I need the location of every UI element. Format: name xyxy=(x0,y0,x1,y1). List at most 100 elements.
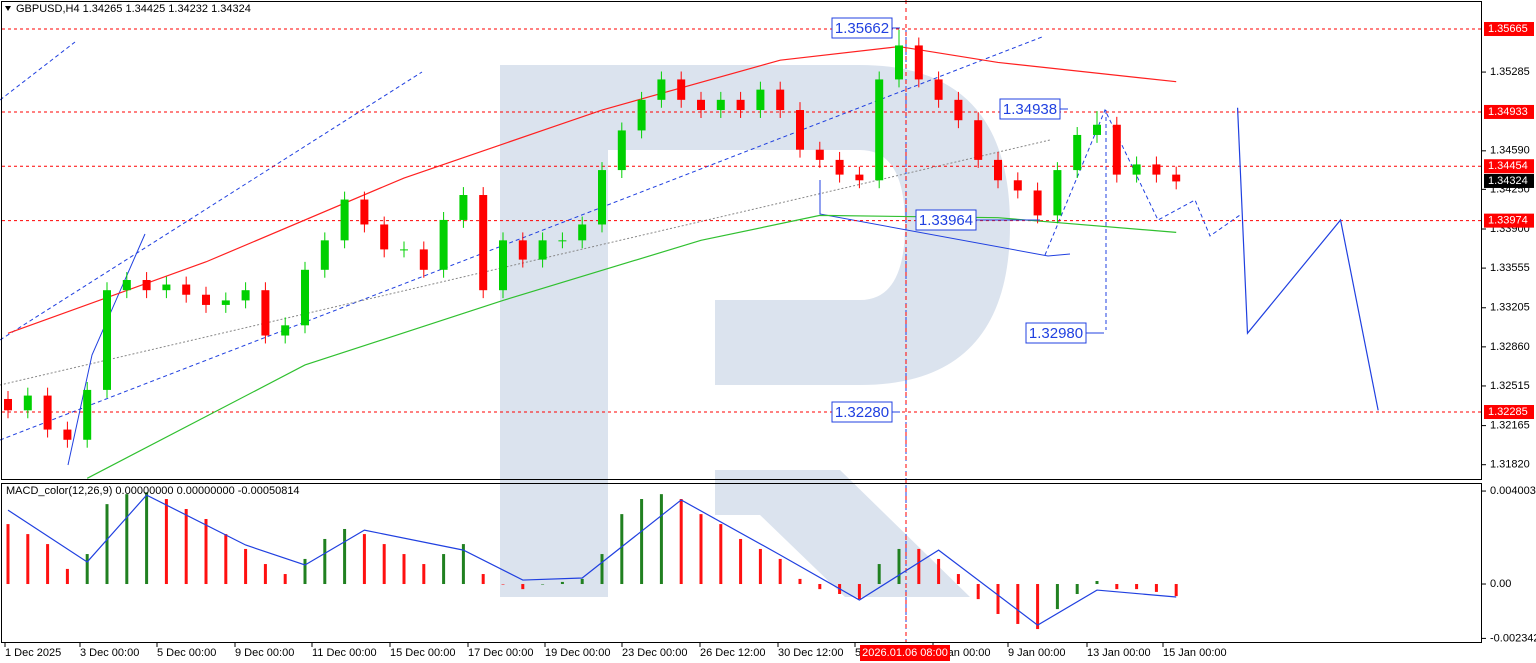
candle-body xyxy=(4,398,12,411)
candle-body xyxy=(301,269,309,326)
macd-bar xyxy=(758,548,762,585)
menu-arrow[interactable] xyxy=(5,6,11,11)
y-tick-label: 1.33205 xyxy=(1490,302,1530,314)
candle-body xyxy=(162,284,171,291)
candle-body xyxy=(716,99,725,111)
annotation: 1.35662 xyxy=(835,20,889,37)
candle-body xyxy=(895,45,903,80)
macd-bar xyxy=(145,492,149,585)
candle-body xyxy=(835,159,844,175)
y-tick-label: 1.32515 xyxy=(1490,380,1530,392)
macd-bar xyxy=(877,564,881,585)
macd-bar xyxy=(1055,584,1059,610)
level-label-box xyxy=(1484,104,1534,119)
macd-bar xyxy=(521,584,525,590)
candle-body xyxy=(855,174,864,181)
x-tick-label: 15 Dec 00:00 xyxy=(390,647,455,659)
macd-bar xyxy=(481,574,485,585)
candle-body xyxy=(1093,124,1101,135)
y-tick-label: 1.32860 xyxy=(1490,341,1530,353)
macd-bar xyxy=(362,534,366,585)
macd-bar xyxy=(164,499,168,585)
candle-body xyxy=(281,325,290,336)
candle-body xyxy=(1013,180,1022,191)
annotation-box xyxy=(831,17,893,39)
macd-bar xyxy=(739,538,743,585)
y-tick-label: 1.33555 xyxy=(1490,262,1530,274)
level-label: 1.34454 xyxy=(1488,160,1528,172)
candle-body xyxy=(320,240,329,270)
candle-body xyxy=(914,45,923,80)
macd-bar xyxy=(600,554,604,585)
y-tick-label: 1.32165 xyxy=(1490,420,1530,432)
candle-body xyxy=(380,224,389,250)
candle-body xyxy=(439,219,448,270)
macd-bar xyxy=(244,548,248,585)
macd-bar xyxy=(125,494,129,585)
x-tick-label: 26 Dec 12:00 xyxy=(700,647,765,659)
level-label: 1.35665 xyxy=(1488,23,1528,35)
macd-bar xyxy=(422,564,426,585)
watermark xyxy=(500,65,1010,597)
candle-body xyxy=(974,120,983,160)
x-tick-label: 1 Dec 2025 xyxy=(5,647,61,659)
level-label: 1.33974 xyxy=(1488,215,1528,227)
macd-bar xyxy=(402,554,406,585)
macd-bar xyxy=(580,578,584,585)
macd-y-tick-label: 0.0040036 xyxy=(1490,485,1536,497)
annotation: 1.33964 xyxy=(919,212,973,229)
candle-body xyxy=(479,195,488,291)
macd-bar xyxy=(26,534,30,585)
candle-body xyxy=(63,429,72,440)
macd-bar xyxy=(976,584,980,600)
candle-body xyxy=(736,99,745,111)
macd-frame xyxy=(1,483,1482,643)
candle-body xyxy=(815,149,824,160)
candle-body xyxy=(934,79,943,100)
last-price-label: 1.34324 xyxy=(1488,175,1528,187)
x-tick-label: 15 Jan 00:00 xyxy=(1163,647,1227,659)
candle-body xyxy=(1172,174,1181,182)
macd-bar xyxy=(343,528,347,585)
macd-bar xyxy=(937,558,941,585)
annotation: 1.32980 xyxy=(1029,325,1083,342)
macd-bar xyxy=(1154,584,1158,592)
plot-area: 1.352851.345901.342501.339001.335551.332… xyxy=(2,17,1536,661)
macd-bar xyxy=(283,574,287,585)
annotation: 1.32280 xyxy=(835,404,889,421)
candle-body xyxy=(637,99,646,131)
candle-body xyxy=(677,79,686,100)
macd-bar xyxy=(956,574,960,585)
x-tick-label: 3 Dec 00:00 xyxy=(80,647,139,659)
annotation-box xyxy=(831,401,893,423)
chart-title: GBPUSD,H4 1.34265 1.34425 1.34232 1.3432… xyxy=(16,3,251,15)
macd-bar xyxy=(699,514,703,585)
candle-body xyxy=(518,240,527,260)
level-label-box xyxy=(1484,159,1534,174)
x-tick-label: 9 Dec 00:00 xyxy=(235,647,294,659)
macd-bar xyxy=(85,554,89,585)
macd-bar xyxy=(798,578,802,585)
macd-signal xyxy=(7,494,1177,626)
macd-bar xyxy=(719,524,723,585)
candle-body xyxy=(1053,170,1062,216)
candle-body xyxy=(1132,164,1141,175)
macd-y-tick-label: 0.00 xyxy=(1490,578,1511,590)
macd-bar xyxy=(323,538,327,585)
x-tick-label: 30 Dec 12:00 xyxy=(778,647,843,659)
y-tick-label: 1.35285 xyxy=(1490,66,1530,78)
candle-body xyxy=(261,290,270,336)
candle-body xyxy=(360,199,369,225)
forecast-line xyxy=(1236,107,1379,411)
macd-bar xyxy=(442,554,446,585)
macd-bar xyxy=(1095,580,1099,585)
macd-bar xyxy=(1115,584,1119,590)
candle-body xyxy=(697,99,705,111)
main-frame xyxy=(1,1,1482,480)
candle-body xyxy=(43,395,52,430)
macd-bar xyxy=(778,558,782,585)
macd-bar xyxy=(640,499,644,585)
macd-bar xyxy=(204,518,208,585)
level-label: 1.34933 xyxy=(1488,106,1528,118)
